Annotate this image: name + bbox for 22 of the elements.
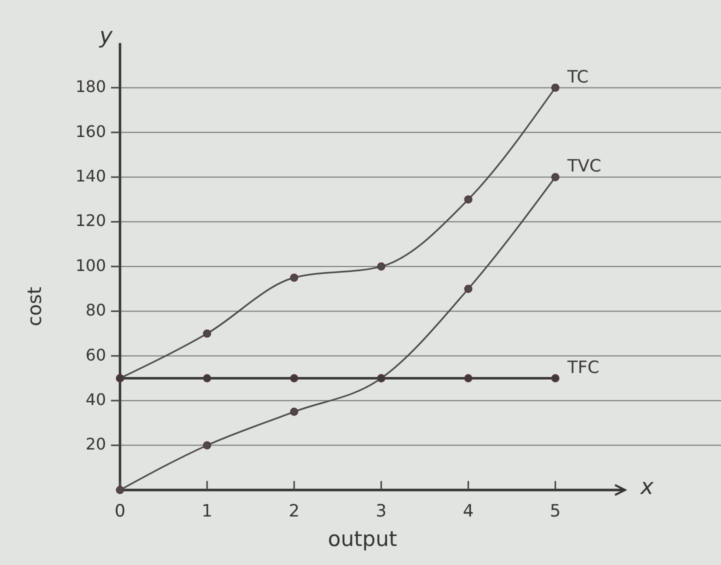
x-tick-label: 5 — [550, 502, 561, 522]
x-tick-label: 1 — [202, 502, 212, 522]
y-tick-label: 60 — [86, 345, 106, 364]
y-tick-label: 180 — [75, 77, 106, 96]
x-tick-label: 2 — [288, 502, 300, 522]
text: x — [639, 475, 654, 500]
y-tick-label: 140 — [75, 166, 106, 186]
x-axis-title: output — [328, 527, 398, 551]
y-tick-label: 40 — [86, 390, 106, 409]
x-tick-label: 4 — [462, 502, 474, 522]
y-tick-label: 20 — [86, 434, 106, 454]
y-axis-title: cost — [24, 286, 46, 326]
y-tick-label: 80 — [86, 300, 106, 320]
x-tick-label: 0 — [114, 502, 126, 522]
y-tick-label: 160 — [75, 122, 106, 141]
y-tick-label: 120 — [75, 211, 106, 230]
series-label: TFC — [566, 358, 600, 378]
y-tick-label: 100 — [75, 256, 106, 275]
x-tick-label: 3 — [376, 502, 387, 522]
series-label: TC — [566, 67, 589, 88]
series-label: TVC — [566, 156, 602, 177]
text: y — [98, 24, 114, 50]
